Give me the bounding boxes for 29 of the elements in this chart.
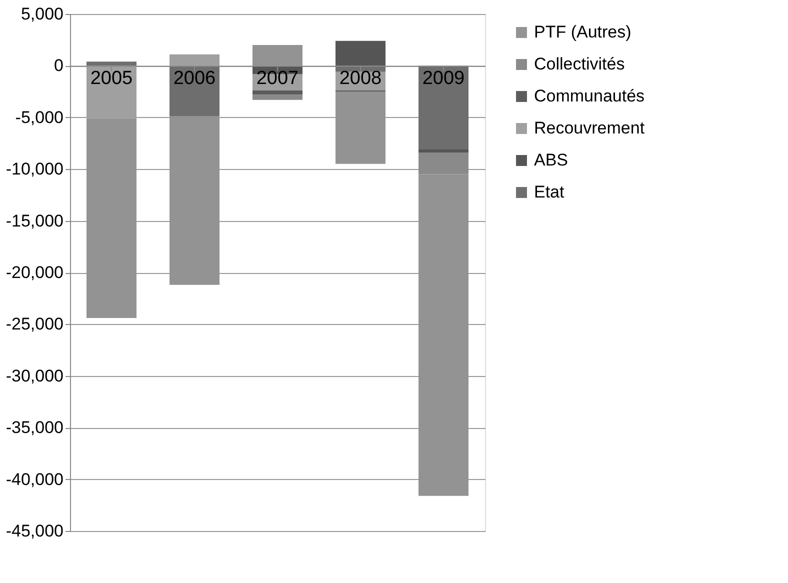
y-tick-label: -40,000 bbox=[6, 470, 64, 489]
y-tick-label: -35,000 bbox=[6, 418, 64, 438]
y-tick-label: 5,000 bbox=[20, 4, 64, 24]
x-tick-label: 2008 bbox=[339, 68, 382, 90]
bar bbox=[86, 62, 136, 66]
legend-label: PTF (Autres) bbox=[534, 22, 632, 42]
x-tick-label: 2005 bbox=[90, 68, 133, 90]
x-tick-label: 2006 bbox=[173, 68, 216, 90]
y-tick-label: -10,000 bbox=[6, 160, 64, 179]
legend-label: Collectivités bbox=[534, 54, 625, 74]
x-tick-label: 2009 bbox=[422, 68, 465, 90]
bar bbox=[170, 66, 220, 116]
y-tick-label: -30,000 bbox=[6, 366, 64, 386]
y-tick-label: -20,000 bbox=[6, 263, 64, 282]
x-tick-label: 2007 bbox=[256, 68, 299, 90]
y-tick-label: -25,000 bbox=[6, 314, 64, 334]
bar bbox=[336, 40, 386, 66]
bar bbox=[418, 66, 468, 150]
legend-label: Recouvrement bbox=[534, 118, 645, 138]
legend-label: Communautés bbox=[534, 86, 645, 106]
legend-label: ABS bbox=[534, 150, 568, 170]
y-tick-label: -5,000 bbox=[15, 108, 64, 127]
y-tick-label: -45,000 bbox=[6, 522, 64, 540]
legend-label: Etat bbox=[534, 182, 565, 202]
bar bbox=[252, 94, 302, 100]
bar bbox=[170, 54, 220, 66]
bar bbox=[252, 90, 302, 95]
y-tick-label: 0 bbox=[54, 56, 64, 76]
y-tick-label: -15,000 bbox=[6, 211, 64, 230]
